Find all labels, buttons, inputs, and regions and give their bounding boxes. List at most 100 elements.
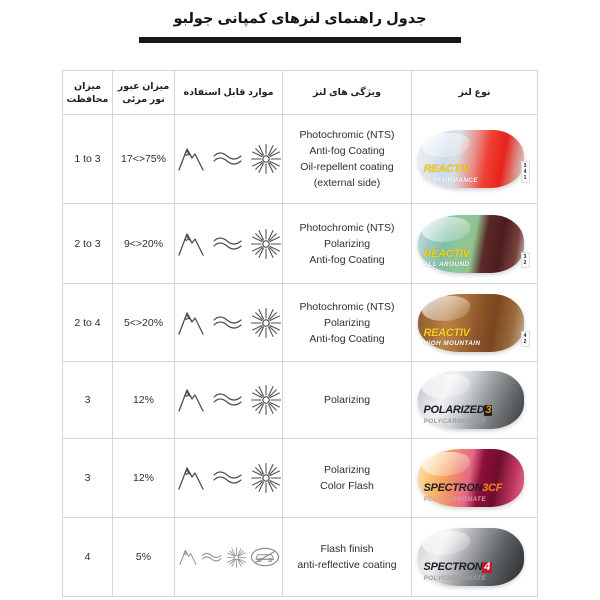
- suitable-uses-cell: [174, 361, 283, 439]
- feature-line: Color Flash: [320, 480, 374, 492]
- table-header-row: نوع لنز ویژگی های لنز موارد قابل استفاده…: [62, 70, 538, 115]
- header-protection-level: میزان محافظت: [62, 70, 113, 115]
- page-title-block: جدول راهنمای لنزهای کمپانی جولبو: [0, 8, 600, 43]
- vlt-cell: 9<>20%: [112, 203, 175, 284]
- water-waves-icon: [201, 550, 223, 565]
- feature-line: Oil-repellent coating: [300, 161, 394, 173]
- table-row: SPECTRON3CF POLYCARBONATE Polarizing Col…: [62, 438, 538, 518]
- feature-line: Polarizing: [323, 237, 371, 250]
- protection-cell: 1 to 3: [62, 114, 113, 204]
- feature-line: Anti-fog Coating: [309, 332, 385, 345]
- sun-icon: [226, 547, 247, 568]
- badge-value: 2: [523, 338, 527, 345]
- protection-cell: 3: [62, 361, 113, 439]
- lens-logo-accent: 3CF: [482, 482, 503, 495]
- suitable-uses-cell: [174, 114, 283, 204]
- lens-features-cell: Photochromic (NTS) Polarizing Anti-fog C…: [282, 283, 412, 362]
- lens-gloss-highlight: [421, 132, 471, 158]
- protection-cell: 3: [62, 438, 113, 518]
- feature-line: Photochromic (NTS): [299, 129, 395, 141]
- table-row: POLARIZED3 POLYCARBONATE Polarizing: [62, 361, 538, 439]
- sun-icon: [250, 384, 282, 416]
- lens-type-cell: REACTIV PERFORMANCE 3 4 1: [411, 114, 538, 204]
- lens-type-cell: SPECTRON 4 POLYCARBONATE: [411, 517, 538, 597]
- lens-category-badge: 3 2: [520, 251, 530, 268]
- table-header: نوع لنز ویژگی های لنز موارد قابل استفاده…: [62, 70, 538, 115]
- lens-logo-main: SPECTRON: [423, 482, 483, 495]
- lens-image-reactiv-all-around: REACTIV ALL AROUND 3 2: [416, 212, 534, 276]
- sun-icon: [250, 462, 282, 494]
- usage-icons: [175, 384, 282, 416]
- table-row: SPECTRON 4 POLYCARBONATE Flash finish ant…: [62, 517, 538, 597]
- mountain-icon: [176, 144, 206, 174]
- table-row: REACTIV ALL AROUND 3 2 Photochromic (NTS…: [62, 203, 538, 284]
- lens-gloss-highlight: [421, 451, 471, 477]
- lens-type-cell: REACTIV HIGH MOUNTAIN 4 2: [411, 283, 538, 362]
- lens-features-cell: Photochromic (NTS) Polarizing Anti-fog C…: [282, 203, 412, 284]
- lens-logo-sub: POLYCARBONATE: [423, 417, 486, 425]
- water-waves-icon: [212, 389, 244, 411]
- water-waves-icon: [212, 148, 244, 170]
- lens-gloss-highlight: [421, 530, 471, 556]
- sun-icon: [250, 143, 282, 175]
- water-waves-icon: [212, 312, 244, 334]
- lens-image-spectron-3cf: SPECTRON3CF POLYCARBONATE: [416, 446, 534, 510]
- header-suitable-uses: موارد قابل استفاده: [174, 70, 283, 115]
- feature-line: (external side): [313, 177, 381, 189]
- badge-value: 4: [523, 169, 527, 175]
- lens-guide-table: نوع لنز ویژگی های لنز موارد قابل استفاده…: [62, 70, 538, 597]
- lens-logo-accent: 4: [482, 561, 493, 574]
- vlt-cell: 5%: [112, 517, 175, 597]
- lens-logo-main: REACTIV: [423, 247, 470, 260]
- vlt-cell: 17<>75%: [112, 114, 175, 204]
- feature-line: Polarizing: [323, 316, 371, 329]
- lens-gloss-highlight: [421, 373, 471, 399]
- lens-category-badge: 4 2: [520, 330, 530, 347]
- header-protection-line2: محافظت: [66, 93, 109, 105]
- no-driving-icon: [250, 546, 280, 568]
- mountain-icon: [178, 547, 198, 567]
- page-title: جدول راهنمای لنزهای کمپانی جولبو: [173, 11, 427, 27]
- feature-line: anti-reflective coating: [297, 559, 397, 571]
- lens-type-cell: SPECTRON3CF POLYCARBONATE: [411, 438, 538, 518]
- lens-features-cell: Photochromic (NTS) Anti-fog Coating Oil-…: [282, 114, 412, 204]
- lens-gloss-highlight: [421, 217, 471, 242]
- lens-type-cell: REACTIV ALL AROUND 3 2: [411, 203, 538, 284]
- mountain-icon: [176, 385, 206, 415]
- badge-value: 2: [523, 259, 527, 266]
- badge-value: 1: [523, 175, 527, 181]
- header-lens-type: نوع لنز: [411, 70, 538, 115]
- lens-logo-sub: ALL AROUND: [423, 261, 470, 269]
- feature-line: Photochromic (NTS): [299, 221, 395, 234]
- lens-logo: REACTIV ALL AROUND: [424, 245, 520, 269]
- header-visible-light-transmission: میزان عبور نور مرئی: [112, 70, 175, 115]
- usage-icons: [175, 307, 282, 339]
- lens-image-reactiv-high-mountain: REACTIV HIGH MOUNTAIN 4 2: [416, 291, 534, 355]
- water-waves-icon: [212, 467, 244, 489]
- suitable-uses-cell: [174, 203, 283, 284]
- feature-line: Polarizing: [323, 394, 371, 406]
- feature-line: Photochromic (NTS): [299, 300, 395, 313]
- feature-line: Polarizing: [323, 464, 371, 476]
- lens-features-cell: Polarizing Color Flash: [282, 438, 412, 518]
- table-body: REACTIV PERFORMANCE 3 4 1 Photochromic (…: [62, 114, 538, 597]
- vlt-cell: 5<>20%: [112, 283, 175, 362]
- header-lens-features: ویژگی های لنز: [282, 70, 412, 115]
- lens-logo: REACTIV PERFORMANCE: [424, 160, 520, 184]
- badge-value: 4: [523, 332, 527, 339]
- suitable-uses-cell: [174, 438, 283, 518]
- badge-value: 3: [523, 163, 527, 169]
- mountain-icon: [176, 463, 206, 493]
- lens-logo-main: REACTIV: [423, 326, 470, 339]
- lens-image-reactiv-performance: REACTIV PERFORMANCE 3 4 1: [416, 127, 534, 191]
- usage-icons: [175, 546, 282, 568]
- lens-logo-main: REACTIV: [423, 163, 470, 176]
- lens-image-polarized-3: POLARIZED3 POLYCARBONATE: [416, 368, 534, 432]
- lens-logo-main: SPECTRON: [423, 561, 483, 574]
- header-protection-line1: میزان: [73, 80, 102, 92]
- lens-logo: SPECTRON 4 POLYCARBONATE: [424, 558, 520, 582]
- usage-icons: [175, 462, 282, 494]
- lens-logo-sub: HIGH MOUNTAIN: [423, 340, 481, 348]
- lens-image-spectron-4: SPECTRON 4 POLYCARBONATE: [416, 525, 534, 589]
- vlt-cell: 12%: [112, 438, 175, 518]
